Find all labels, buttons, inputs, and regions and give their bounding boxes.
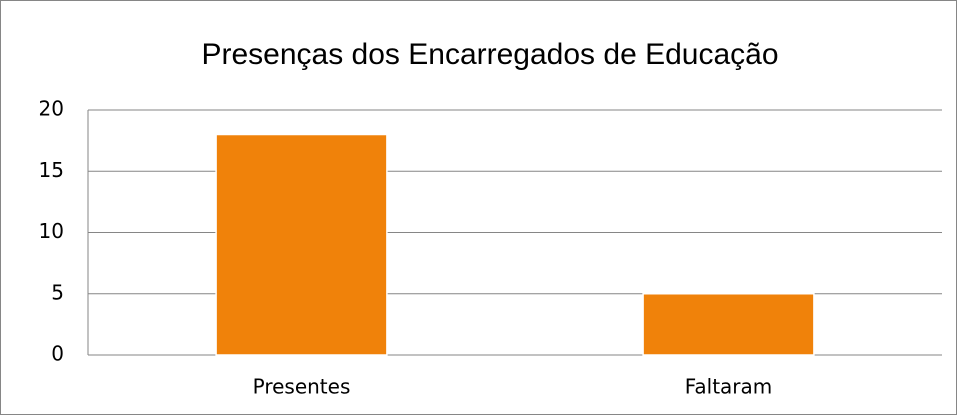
y-tick-label: 20: [39, 97, 64, 121]
chart-title: Presenças dos Encarregados de Educação: [201, 38, 778, 71]
x-tick-label: Presentes: [253, 375, 351, 399]
bar: [642, 293, 815, 356]
y-tick-label: 10: [39, 219, 64, 243]
y-tick-label: 15: [39, 158, 64, 182]
bar: [215, 133, 388, 356]
y-tick-label: 5: [51, 280, 64, 304]
y-tick-label: 0: [51, 342, 64, 366]
x-tick-label: Faltaram: [685, 375, 773, 399]
